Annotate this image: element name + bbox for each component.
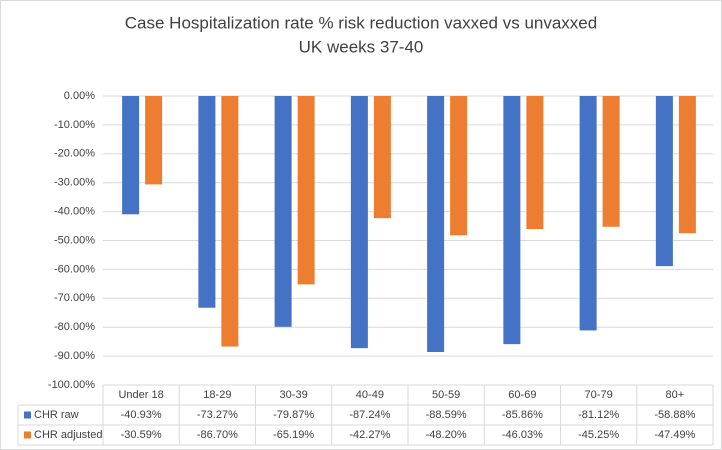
y-tick-label: -20.00%	[54, 148, 95, 160]
chart-subtitle: UK weeks 37-40	[299, 37, 424, 56]
table-value: -73.27%	[197, 409, 238, 421]
bar	[198, 96, 216, 308]
bar	[427, 96, 445, 353]
bar	[526, 96, 544, 230]
y-tick-label: -70.00%	[54, 292, 95, 304]
table-value: -30.59%	[121, 429, 162, 441]
y-tick-label: -30.00%	[54, 177, 95, 189]
table-value: -81.12%	[578, 409, 619, 421]
bar	[579, 96, 597, 331]
table-value: -40.93%	[121, 409, 162, 421]
table-value: -86.70%	[197, 429, 238, 441]
chart-title: Case Hospitalization rate % risk reducti…	[125, 13, 597, 32]
bar	[297, 96, 315, 285]
legend-key	[24, 431, 31, 439]
bar	[678, 96, 696, 234]
table-value: -48.20%	[426, 429, 467, 441]
x-tick-label: 80+	[666, 389, 685, 401]
bar	[350, 96, 368, 349]
table-value: -85.86%	[502, 409, 543, 421]
table-value: -87.24%	[349, 409, 390, 421]
x-tick-label: 40-49	[356, 389, 384, 401]
x-tick-label: 18-29	[203, 389, 231, 401]
x-tick-label: Under 18	[118, 389, 163, 401]
table-value: -45.25%	[578, 429, 619, 441]
table-value: -88.59%	[426, 409, 467, 421]
bar	[145, 96, 163, 185]
bar	[274, 96, 292, 327]
x-tick-label: 50-59	[432, 389, 460, 401]
table-value: -42.27%	[349, 429, 390, 441]
y-tick-label: -80.00%	[54, 321, 95, 333]
x-tick-label: 30-39	[280, 389, 308, 401]
table-value: -58.88%	[654, 409, 695, 421]
legend-key	[24, 411, 31, 419]
table-value: -65.19%	[273, 429, 314, 441]
x-tick-label: 70-79	[585, 389, 613, 401]
legend-label: CHR raw	[34, 409, 79, 421]
y-tick-label: 0.00%	[64, 90, 95, 102]
bar	[122, 96, 140, 215]
bar	[373, 96, 391, 219]
bar	[221, 96, 239, 347]
bar	[655, 96, 673, 267]
x-tick-label: 60-69	[508, 389, 536, 401]
legend-label: CHR adjusted	[34, 429, 102, 441]
y-tick-label: -50.00%	[54, 234, 95, 246]
bar	[450, 96, 468, 236]
y-tick-label: -40.00%	[54, 206, 95, 218]
bar	[503, 96, 521, 345]
table-value: -47.49%	[654, 429, 695, 441]
y-tick-label: -60.00%	[54, 263, 95, 275]
y-tick-label: -100.00%	[48, 379, 95, 391]
table-value: -79.87%	[273, 409, 314, 421]
table-value: -46.03%	[502, 429, 543, 441]
y-tick-label: -90.00%	[54, 350, 95, 362]
bar	[602, 96, 620, 227]
y-tick-label: -10.00%	[54, 119, 95, 131]
